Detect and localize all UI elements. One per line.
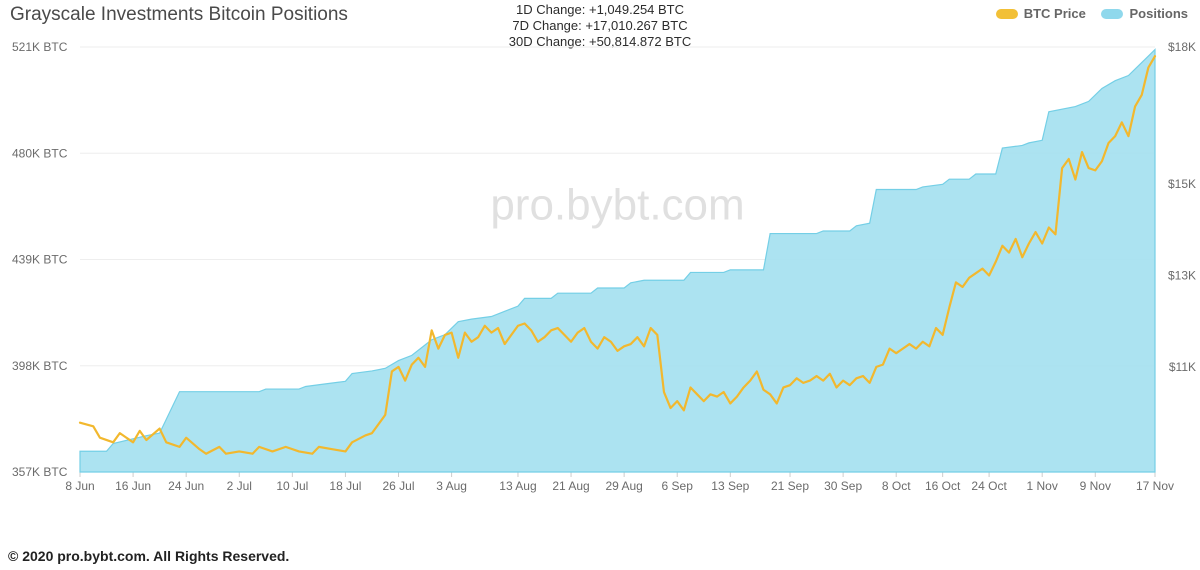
y-left-tick: 480K BTC (12, 146, 68, 160)
x-tick: 13 Aug (499, 479, 536, 493)
y-left-tick: 439K BTC (12, 253, 68, 267)
y-right-tick: $18K (1168, 42, 1196, 54)
x-tick: 21 Aug (552, 479, 589, 493)
x-tick: 29 Aug (605, 479, 642, 493)
x-tick: 1 Nov (1027, 479, 1058, 493)
legend: BTC Price Positions (984, 6, 1188, 22)
x-tick: 26 Jul (383, 479, 415, 493)
x-tick: 18 Jul (329, 479, 361, 493)
x-tick: 30 Sep (824, 479, 862, 493)
x-tick: 8 Oct (882, 479, 911, 493)
watermark: pro.bybt.com (490, 181, 744, 230)
y-left-tick: 398K BTC (12, 359, 68, 373)
change-7d: 7D Change: +17,010.267 BTC (509, 18, 692, 34)
x-tick: 10 Jul (276, 479, 308, 493)
x-tick: 24 Jun (168, 479, 204, 493)
legend-item-positions[interactable]: Positions (1101, 6, 1188, 21)
x-tick: 6 Sep (662, 479, 694, 493)
x-tick: 17 Nov (1136, 479, 1174, 493)
x-tick: 9 Nov (1080, 479, 1111, 493)
x-tick: 24 Oct (971, 479, 1007, 493)
y-right-tick: $15K (1168, 177, 1196, 191)
legend-label-btc-price: BTC Price (1024, 6, 1086, 21)
legend-item-btc-price[interactable]: BTC Price (996, 6, 1086, 21)
x-tick: 21 Sep (771, 479, 809, 493)
positions-area (80, 50, 1155, 472)
x-tick: 8 Jun (65, 479, 94, 493)
change-1d: 1D Change: +1,049.254 BTC (509, 2, 692, 18)
y-left-tick: 357K BTC (12, 465, 68, 479)
y-right-tick: $13K (1168, 268, 1196, 282)
y-right-tick: $11K (1169, 360, 1196, 374)
x-tick: 2 Jul (227, 479, 252, 493)
swatch-positions (1101, 9, 1123, 19)
x-tick: 13 Sep (711, 479, 749, 493)
chart-header: Grayscale Investments Bitcoin Positions … (0, 0, 1200, 42)
chart-title: Grayscale Investments Bitcoin Positions (10, 4, 348, 26)
swatch-btc-price (996, 9, 1018, 19)
x-tick: 16 Oct (925, 479, 961, 493)
x-tick: 16 Jun (115, 479, 151, 493)
chart-area: 357K BTC 398K BTC 439K BTC 480K BTC 521K BTC… (0, 42, 1200, 542)
chart-svg: 357K BTC 398K BTC 439K BTC 480K BTC 521K BTC… (0, 42, 1200, 542)
y-left-tick: 521K BTC (12, 42, 68, 54)
footer-copyright: © 2020 pro.bybt.com. All Rights Reserved… (8, 548, 289, 564)
legend-label-positions: Positions (1129, 6, 1188, 21)
x-tick: 3 Aug (436, 479, 467, 493)
